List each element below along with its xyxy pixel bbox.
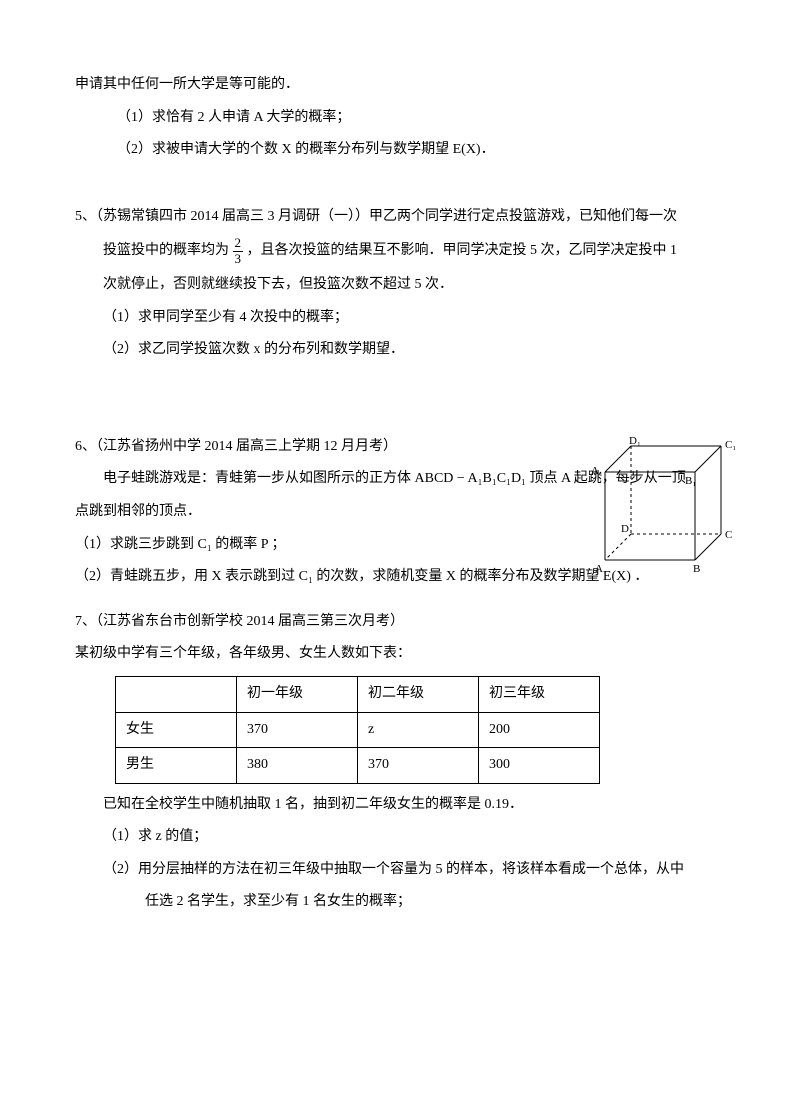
table-cell: 370 — [358, 748, 479, 784]
cube-label-C1: C₁ — [725, 439, 736, 451]
p5-q1: （1）求甲同学至少有 4 次投中的概率； — [75, 305, 725, 332]
table-cell: 初三年级 — [479, 676, 600, 712]
table-cell: 300 — [479, 748, 600, 784]
table-cell: z — [358, 712, 479, 748]
p5-line2b: ，且各次投篮的结果互不影响．甲同学决定投 5 次，乙同学决定投中 1 — [247, 243, 678, 258]
table-cell: 男生 — [116, 748, 237, 784]
table-cell: 370 — [237, 712, 358, 748]
table-cell: 380 — [237, 748, 358, 784]
problem-6: 6、（江苏省扬州中学 2014 届高三上学期 12 月月考） 电子蛙跳游戏是：青… — [75, 434, 725, 591]
cube-label-C: C — [725, 529, 732, 541]
p7-head: 7、（江苏省东台市创新学校 2014 届高三第三次月考） — [75, 609, 725, 636]
fraction-2-3: 2 3 — [233, 236, 244, 266]
table-row: 男生 380 370 300 — [116, 748, 600, 784]
cube-label-D1: D₁ — [629, 435, 641, 447]
p5-q2: （2）求乙同学投篮次数 x 的分布列和数学期望． — [75, 337, 725, 364]
table-cell: 初一年级 — [237, 676, 358, 712]
table-row: 女生 370 z 200 — [116, 712, 600, 748]
table-cell — [116, 676, 237, 712]
table-cell: 初二年级 — [358, 676, 479, 712]
cube-figure: A B C D A₁ B₁ C₁ D₁ — [575, 434, 745, 584]
cube-label-B1: B₁ — [685, 475, 696, 487]
frac-num: 2 — [233, 236, 244, 251]
grade-table: 初一年级 初二年级 初三年级 女生 370 z 200 男生 380 370 3… — [115, 676, 600, 784]
table-cell: 200 — [479, 712, 600, 748]
frac-den: 3 — [233, 252, 244, 266]
p7-body1: 某初级中学有三个年级，各年级男、女生人数如下表： — [75, 641, 725, 668]
p7-body2: 已知在全校学生中随机抽取 1 名，抽到初二年级女生的概率是 0.19． — [75, 792, 725, 819]
cube-label-D: D — [621, 523, 629, 535]
p5-line2a: 投篮投中的概率均为 — [103, 243, 229, 258]
intro-q2: （2）求被申请大学的个数 X 的概率分布列与数学期望 E(X)． — [75, 137, 725, 164]
cube-label-A1: A₁ — [591, 465, 603, 477]
p5-line2: 投篮投中的概率均为 2 3 ，且各次投篮的结果互不影响．甲同学决定投 5 次，乙… — [75, 236, 725, 266]
table-cell: 女生 — [116, 712, 237, 748]
p7-q1: （1）求 z 的值； — [75, 824, 725, 851]
cube-label-B: B — [693, 563, 700, 575]
cube-label-A: A — [595, 563, 603, 575]
p5-head: 5、（苏锡常镇四市 2014 届高三 3 月调研（一））甲乙两个同学进行定点投篮… — [75, 204, 725, 231]
table-row: 初一年级 初二年级 初三年级 — [116, 676, 600, 712]
problem-7: 7、（江苏省东台市创新学校 2014 届高三第三次月考） 某初级中学有三个年级，… — [75, 609, 725, 916]
p7-q2b: 任选 2 名学生，求至少有 1 名女生的概率； — [75, 889, 725, 916]
intro-line: 申请其中任何一所大学是等可能的． — [75, 72, 725, 99]
p7-q2a: （2）用分层抽样的方法在初三年级中抽取一个容量为 5 的样本，将该样本看成一个总… — [75, 857, 725, 884]
problem-5: 5、（苏锡常镇四市 2014 届高三 3 月调研（一））甲乙两个同学进行定点投篮… — [75, 204, 725, 364]
p5-line3: 次就停止，否则就继续投下去，但投篮次数不超过 5 次． — [75, 272, 725, 299]
intro-q1: （1）求恰有 2 人申请 A 大学的概率； — [75, 105, 725, 132]
